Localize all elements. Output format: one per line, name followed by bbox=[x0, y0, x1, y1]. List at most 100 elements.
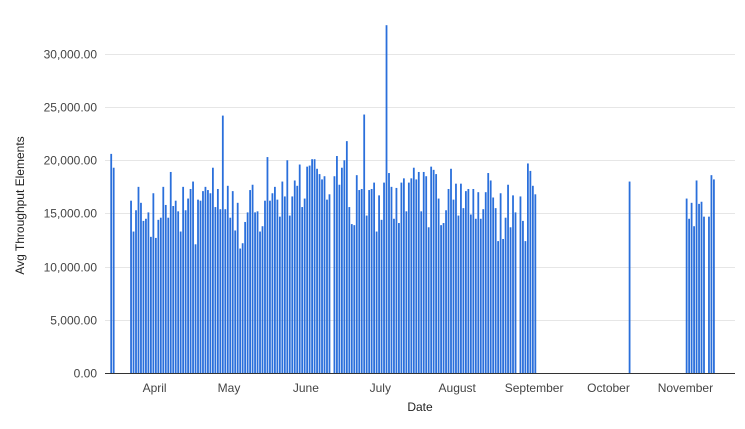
bar bbox=[157, 219, 160, 373]
bar bbox=[142, 220, 145, 373]
bar bbox=[152, 193, 155, 373]
bar bbox=[207, 190, 209, 373]
bar bbox=[112, 167, 115, 373]
bar bbox=[452, 199, 455, 373]
bar bbox=[435, 174, 438, 373]
bar bbox=[219, 209, 222, 373]
x-tick-label: June bbox=[293, 381, 319, 395]
bar bbox=[355, 175, 358, 373]
bar bbox=[328, 194, 331, 373]
bar bbox=[427, 227, 430, 373]
bar bbox=[380, 219, 383, 373]
bar bbox=[440, 225, 442, 373]
bar bbox=[301, 207, 304, 373]
bar bbox=[477, 192, 480, 373]
bar bbox=[244, 221, 247, 373]
bar bbox=[685, 198, 688, 373]
bar bbox=[695, 180, 698, 373]
y-axis-title: Avg Throughput Elements bbox=[13, 136, 27, 274]
bar bbox=[522, 220, 524, 373]
bar bbox=[494, 208, 497, 373]
bar bbox=[693, 226, 695, 373]
bar bbox=[283, 196, 286, 373]
bar bbox=[358, 190, 361, 373]
bar bbox=[375, 231, 378, 373]
bar bbox=[365, 215, 368, 373]
bar bbox=[318, 174, 321, 373]
y-tick-label: 25,000.00 bbox=[44, 101, 98, 115]
bar bbox=[326, 199, 328, 373]
x-tick-label: April bbox=[143, 381, 167, 395]
bar bbox=[132, 231, 135, 373]
bar bbox=[137, 186, 140, 373]
bar bbox=[212, 167, 214, 373]
bar bbox=[350, 224, 353, 373]
bar bbox=[239, 248, 242, 373]
bar bbox=[177, 211, 180, 373]
bar bbox=[303, 198, 306, 373]
bar bbox=[278, 216, 281, 373]
bar bbox=[234, 230, 237, 373]
bar bbox=[395, 187, 398, 373]
bar bbox=[497, 241, 500, 373]
x-axis-title: Date bbox=[407, 400, 433, 414]
bar bbox=[479, 218, 482, 373]
bar bbox=[110, 153, 113, 373]
bar bbox=[174, 200, 177, 373]
bar bbox=[363, 114, 366, 373]
bar bbox=[467, 188, 470, 373]
bar bbox=[499, 193, 502, 373]
bar bbox=[202, 191, 204, 373]
bar bbox=[450, 168, 452, 373]
bar bbox=[264, 200, 266, 373]
bar bbox=[308, 165, 311, 373]
bar bbox=[159, 217, 162, 373]
bar bbox=[407, 182, 410, 373]
y-tick-label: 20,000.00 bbox=[44, 154, 98, 168]
bar bbox=[182, 186, 185, 373]
bar bbox=[489, 180, 492, 373]
bar bbox=[370, 188, 373, 373]
bar bbox=[261, 226, 264, 373]
bar bbox=[269, 200, 271, 373]
bar bbox=[271, 193, 274, 373]
bar bbox=[140, 202, 142, 373]
bar bbox=[241, 243, 244, 373]
bar bbox=[388, 173, 390, 373]
y-tick-label: 0.00 bbox=[74, 367, 98, 381]
bar bbox=[422, 171, 425, 373]
bar bbox=[410, 178, 413, 373]
bar bbox=[353, 225, 356, 373]
bar bbox=[713, 179, 715, 373]
bar bbox=[484, 192, 487, 373]
bar bbox=[531, 185, 534, 373]
gridlines bbox=[105, 54, 735, 321]
bar bbox=[147, 212, 150, 373]
bar bbox=[373, 182, 376, 373]
bar bbox=[502, 238, 504, 373]
bar bbox=[194, 244, 197, 373]
bar bbox=[187, 198, 189, 373]
x-tick-label: July bbox=[370, 381, 391, 395]
bar bbox=[231, 191, 234, 373]
bar bbox=[296, 185, 299, 373]
bar bbox=[246, 212, 249, 373]
bar bbox=[460, 183, 462, 373]
bar bbox=[432, 169, 435, 373]
bar bbox=[169, 171, 172, 373]
bar bbox=[398, 223, 400, 373]
bar bbox=[415, 179, 418, 373]
bar bbox=[204, 186, 207, 373]
x-tick-label: October bbox=[587, 381, 630, 395]
bar bbox=[259, 231, 261, 373]
bar bbox=[164, 204, 167, 373]
bar bbox=[256, 211, 259, 373]
bar bbox=[130, 200, 132, 373]
bar bbox=[360, 188, 363, 373]
bar bbox=[425, 176, 428, 373]
bar bbox=[281, 181, 284, 373]
bar bbox=[464, 191, 467, 373]
bar bbox=[274, 186, 276, 373]
bar bbox=[179, 231, 182, 373]
bar bbox=[462, 208, 465, 373]
